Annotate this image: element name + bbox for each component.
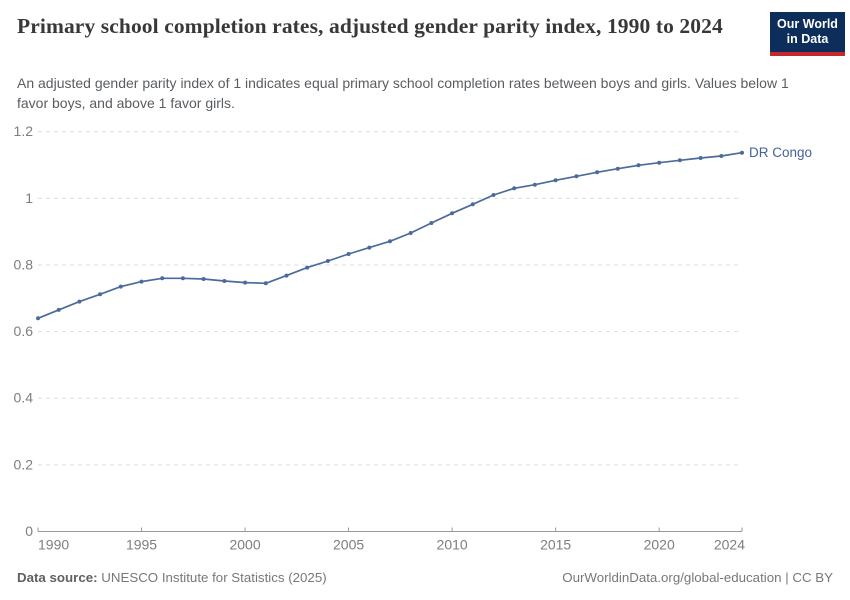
y-tick-label: 0.4 bbox=[14, 390, 34, 406]
data-point[interactable] bbox=[574, 174, 579, 179]
y-tick-label: 1.2 bbox=[14, 123, 34, 139]
data-point[interactable] bbox=[201, 277, 206, 281]
data-point[interactable] bbox=[677, 158, 682, 163]
data-point[interactable] bbox=[160, 276, 165, 281]
data-source-label: Data source: bbox=[17, 570, 98, 585]
y-tick-label: 0.2 bbox=[14, 456, 34, 472]
data-point[interactable] bbox=[118, 284, 123, 289]
line-chart-plot-area[interactable]: 0 0.2 0.4 0.6 0.8 1 1.2 1990 1995 2000 2005 2010 201… bbox=[0, 112, 850, 562]
attribution-link[interactable]: OurWorldinData.org/global-education | CC… bbox=[562, 570, 833, 585]
y-tick-label: 0 bbox=[25, 523, 33, 539]
data-point[interactable] bbox=[325, 259, 330, 263]
x-tick-label: 2020 bbox=[644, 537, 675, 553]
data-point[interactable] bbox=[719, 154, 724, 158]
data-point[interactable] bbox=[346, 252, 351, 256]
owid-logo-line1: Our World bbox=[777, 17, 838, 31]
entity-label-dr-congo[interactable]: DR Congo bbox=[749, 145, 812, 160]
data-point[interactable] bbox=[263, 281, 268, 286]
x-tick-label: 1995 bbox=[126, 537, 157, 553]
data-point[interactable] bbox=[615, 166, 620, 171]
data-point[interactable] bbox=[367, 245, 372, 250]
data-point[interactable] bbox=[512, 186, 517, 191]
data-point[interactable] bbox=[36, 316, 40, 321]
data-point[interactable] bbox=[595, 170, 600, 175]
x-tick-label: 2010 bbox=[437, 537, 468, 553]
data-point[interactable] bbox=[532, 182, 537, 187]
data-point[interactable] bbox=[491, 193, 496, 197]
data-point[interactable] bbox=[636, 163, 641, 168]
data-point[interactable] bbox=[698, 156, 703, 160]
data-point[interactable] bbox=[408, 231, 413, 235]
data-point[interactable] bbox=[98, 292, 103, 297]
x-tick-label: 2024 bbox=[714, 537, 745, 553]
owid-logo[interactable]: Our World in Data bbox=[770, 12, 845, 56]
data-source-value: UNESCO Institute for Statistics (2025) bbox=[97, 570, 327, 585]
data-point[interactable] bbox=[56, 307, 61, 312]
data-point[interactable] bbox=[388, 239, 392, 244]
y-tick-label: 0.6 bbox=[14, 323, 34, 339]
data-point[interactable] bbox=[139, 279, 144, 284]
chart-title: Primary school completion rates, adjuste… bbox=[17, 14, 723, 38]
x-tick-label: 2015 bbox=[540, 537, 571, 553]
data-point[interactable] bbox=[429, 221, 434, 225]
y-tick-label: 1 bbox=[25, 190, 33, 206]
data-point[interactable] bbox=[657, 160, 662, 165]
data-point[interactable] bbox=[470, 202, 475, 207]
data-point[interactable] bbox=[553, 178, 558, 183]
data-point[interactable] bbox=[222, 279, 227, 283]
chart-footer: Data source: UNESCO Institute for Statis… bbox=[17, 570, 833, 585]
data-point[interactable] bbox=[243, 280, 248, 285]
data-point[interactable] bbox=[740, 150, 744, 155]
chart-subtitle: An adjusted gender parity index of 1 ind… bbox=[17, 75, 789, 111]
y-tick-label: 0.8 bbox=[14, 256, 34, 272]
data-point[interactable] bbox=[180, 276, 185, 281]
data-point[interactable] bbox=[450, 211, 455, 216]
data-point[interactable] bbox=[284, 273, 289, 278]
owid-logo-line2: in Data bbox=[786, 32, 829, 47]
data-point[interactable] bbox=[77, 299, 82, 304]
x-tick-label: 2005 bbox=[333, 537, 364, 553]
data-point[interactable] bbox=[305, 265, 310, 270]
x-tick-label: 2000 bbox=[229, 537, 260, 553]
series-line-dr-congo[interactable] bbox=[37, 151, 743, 320]
x-tick-label: 1990 bbox=[38, 537, 69, 553]
data-source: Data source: UNESCO Institute for Statis… bbox=[17, 570, 327, 585]
